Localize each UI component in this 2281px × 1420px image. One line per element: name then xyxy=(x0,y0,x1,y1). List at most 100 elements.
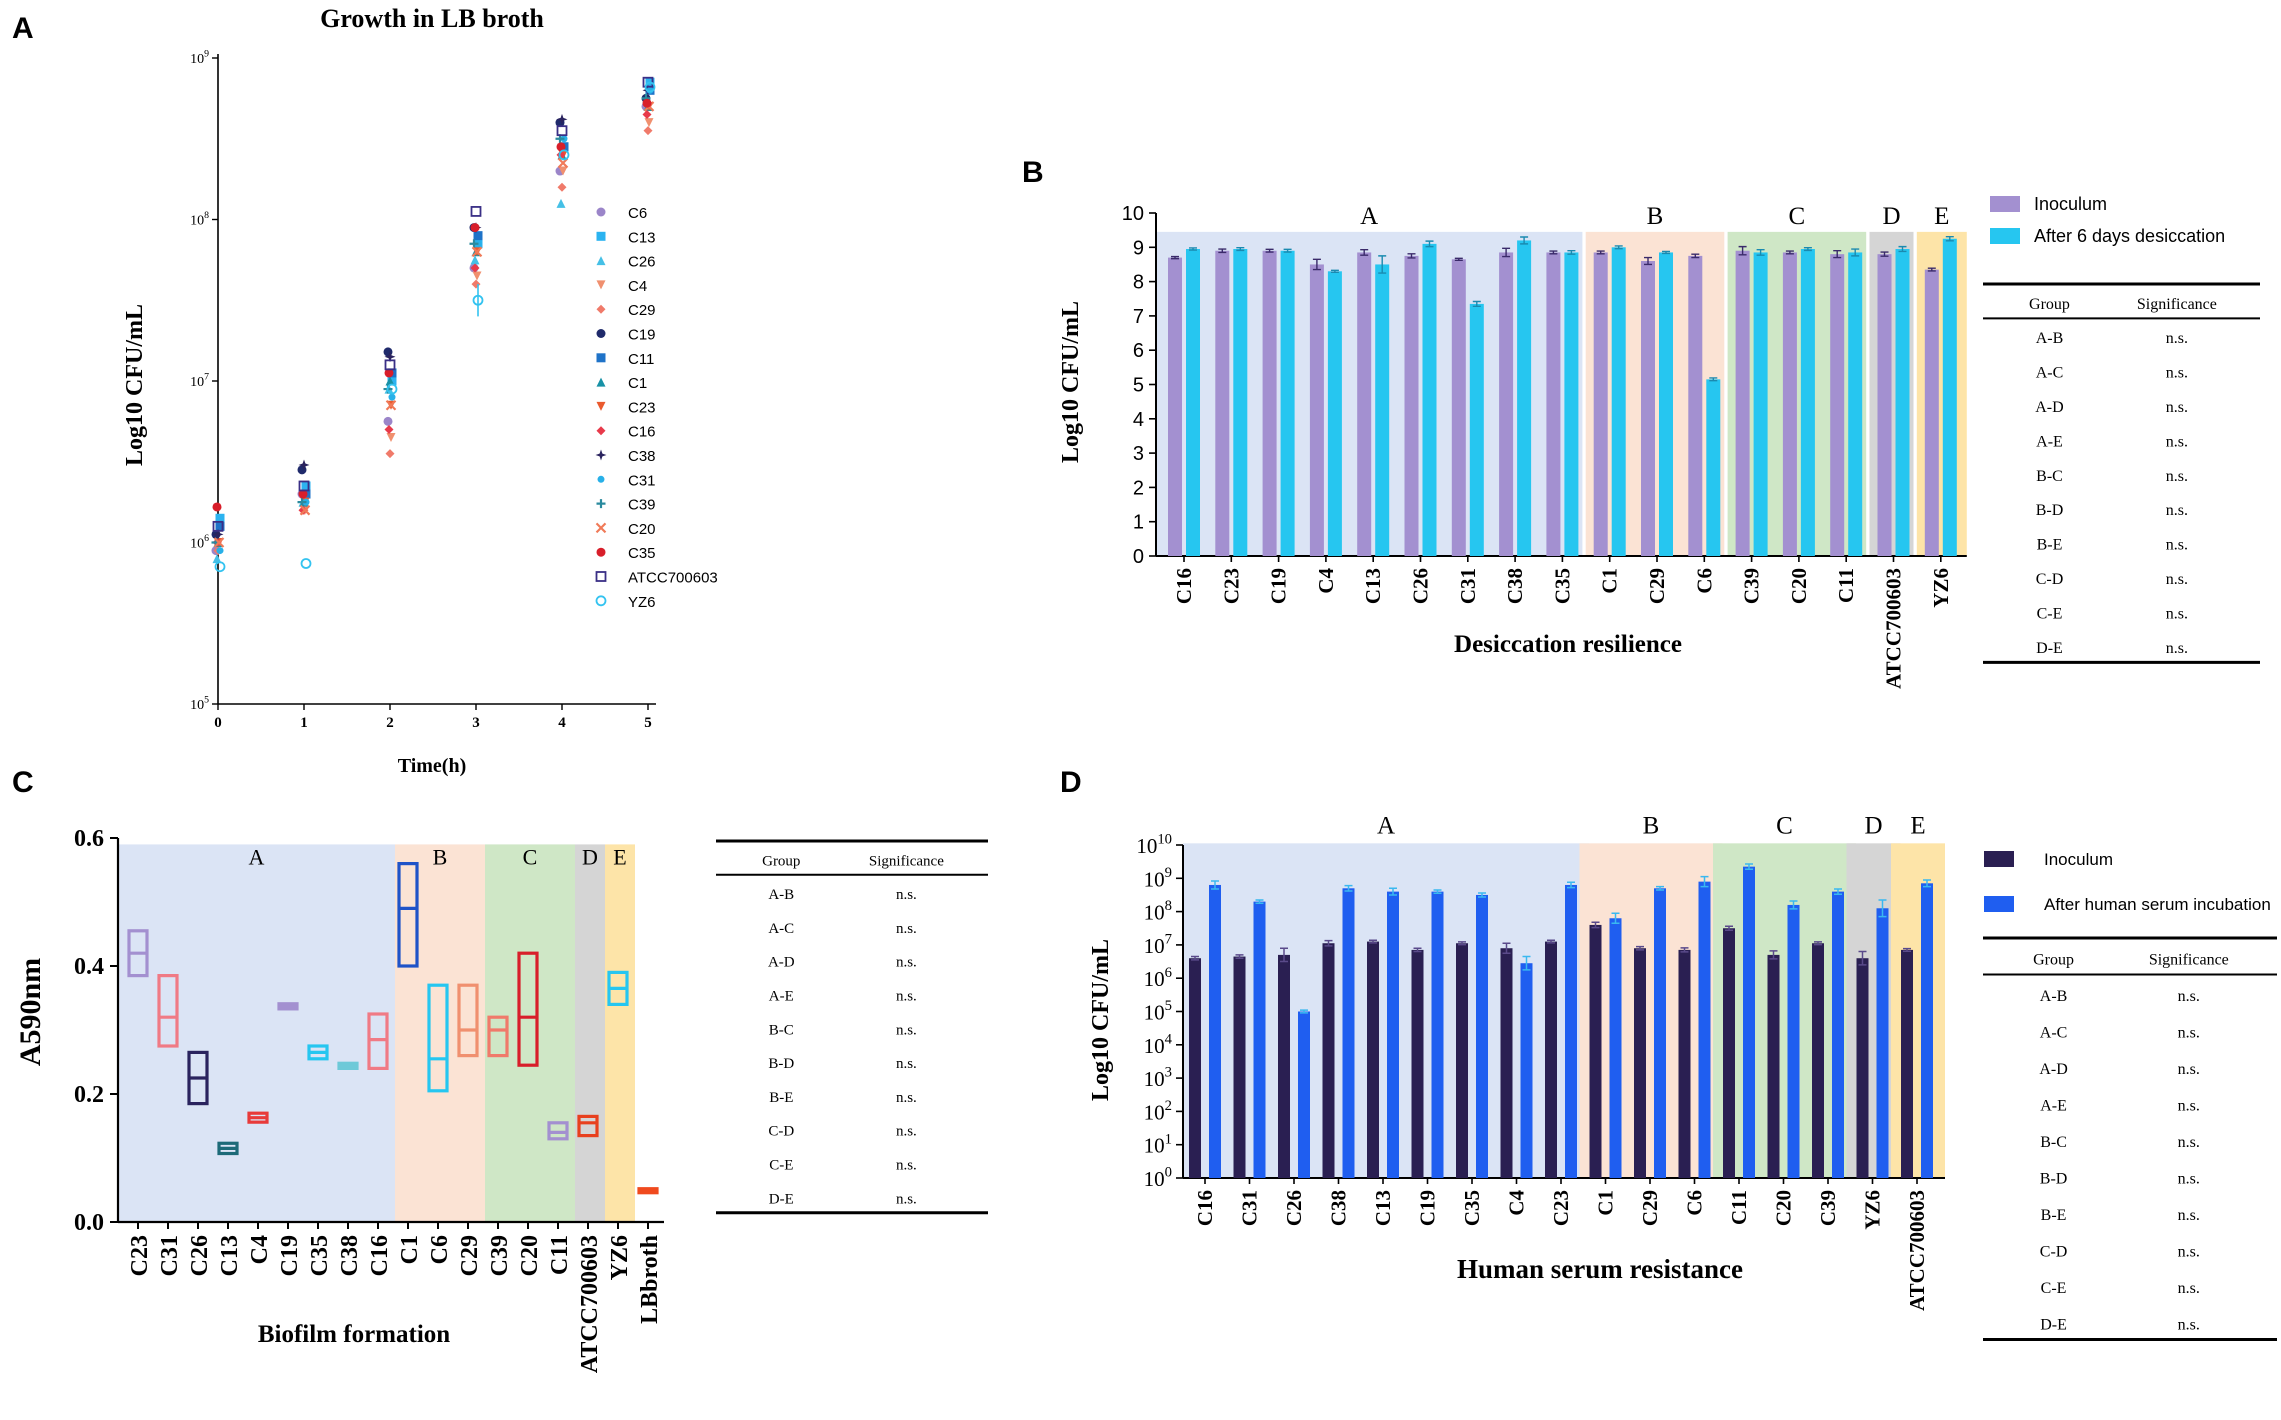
x-tick-label: C35 xyxy=(307,1235,333,1276)
error-bar xyxy=(1880,251,1889,257)
y-tick-label: 103 xyxy=(1144,1065,1172,1091)
table-cell-significance: n.s. xyxy=(2178,1134,2200,1151)
group-background xyxy=(118,844,395,1222)
data-point xyxy=(472,271,482,281)
x-tick-label: 3 xyxy=(472,715,480,731)
group-label: B xyxy=(1647,203,1664,230)
data-point xyxy=(558,166,568,176)
x-tick-label: ATCC700603 xyxy=(577,1235,603,1373)
bar xyxy=(1546,252,1561,556)
bar xyxy=(1924,269,1939,556)
bar xyxy=(1787,904,1800,1178)
legend-label: C38 xyxy=(628,448,656,465)
x-tick-label: C19 xyxy=(277,1235,303,1276)
legend-label: ATCC700603 xyxy=(628,570,718,587)
error-bar xyxy=(1413,947,1422,953)
x-tick-label: C26 xyxy=(187,1235,213,1276)
bar xyxy=(1753,252,1768,556)
legend-label: C35 xyxy=(628,545,656,562)
group-label: C xyxy=(523,844,538,869)
error-bar xyxy=(1745,863,1753,871)
error-bar xyxy=(1614,245,1623,250)
group-label: D xyxy=(582,844,598,869)
data-point xyxy=(384,351,396,363)
error-bar xyxy=(1738,245,1747,256)
bar xyxy=(1422,243,1437,556)
y-tick-label: 8 xyxy=(1133,272,1144,294)
box xyxy=(397,861,419,968)
table-cell-significance: n.s. xyxy=(896,1124,917,1140)
table-cell-group: C-E xyxy=(769,1158,793,1174)
data-point xyxy=(644,118,654,128)
data-point xyxy=(642,98,652,108)
error-bar xyxy=(1265,248,1274,253)
legend-label: Inoculum xyxy=(2034,194,2107,214)
table-cell-group: A-B xyxy=(2036,330,2064,347)
x-tick-label: LBbroth xyxy=(637,1235,663,1324)
legend-label: C19 xyxy=(628,327,656,344)
table-header-significance: Significance xyxy=(869,853,944,869)
data-point xyxy=(385,449,395,459)
error-bar xyxy=(1191,955,1199,961)
error-bar xyxy=(1596,250,1605,255)
chart-title: Growth in LB broth xyxy=(320,4,544,33)
table-cell-significance: n.s. xyxy=(2166,433,2188,450)
legend-label: C13 xyxy=(628,229,656,246)
x-tick-label: 2 xyxy=(386,715,394,731)
y-tick-label: 10 xyxy=(1122,203,1144,225)
group-label: E xyxy=(1934,203,1949,230)
table-cell-significance: n.s. xyxy=(2166,571,2188,588)
legend-marker xyxy=(596,377,606,387)
bar xyxy=(1589,924,1602,1178)
data-point xyxy=(385,399,397,411)
panel-c-biofilm-chart: Biofilm formation A590nm A B C D E 0.0 0.2 0.4 0… xyxy=(14,826,988,1373)
group-label: B xyxy=(1643,812,1660,839)
bar xyxy=(1832,891,1844,1178)
table-cell-group: A-D xyxy=(768,955,795,971)
bar xyxy=(1327,271,1342,556)
legend-marker xyxy=(596,426,606,436)
error-bar xyxy=(1567,250,1576,255)
group-label: A xyxy=(1377,812,1395,839)
error-bar xyxy=(1330,269,1339,274)
error-bar xyxy=(1567,881,1575,889)
x-tick-label: C4 xyxy=(1314,568,1338,594)
bar xyxy=(1856,958,1869,1178)
table-cell-group: A-B xyxy=(2040,988,2068,1005)
y-tick-label: 0 xyxy=(1133,546,1144,568)
x-tick-label: C6 xyxy=(427,1235,453,1264)
error-bar xyxy=(1923,879,1931,888)
table-cell-group: A-C xyxy=(768,921,794,937)
bar xyxy=(1877,254,1892,556)
y-tick-label: 4 xyxy=(1133,409,1144,431)
error-bar xyxy=(1360,249,1369,256)
table-cell-group: D-E xyxy=(2036,640,2063,657)
bar xyxy=(1611,247,1626,557)
x-tick-label: C16 xyxy=(1193,1190,1217,1226)
x-axis-label: Time(h) xyxy=(398,755,467,777)
data-point xyxy=(556,198,566,208)
x-tick-label: C20 xyxy=(1772,1190,1796,1226)
bar xyxy=(1209,884,1221,1178)
error-bar xyxy=(1425,240,1434,248)
table-cell-group: C-D xyxy=(768,1124,794,1140)
table-cell-significance: n.s. xyxy=(896,955,917,971)
table-header-group: Group xyxy=(2029,296,2070,313)
x-tick-label: C20 xyxy=(1787,568,1811,604)
x-tick-label: C13 xyxy=(1371,1190,1395,1226)
bar xyxy=(1698,881,1711,1178)
bar xyxy=(1848,252,1863,556)
legend-marker xyxy=(596,401,606,411)
group-background xyxy=(605,844,635,1222)
table-cell-group: D-E xyxy=(2040,1316,2067,1333)
data-point xyxy=(384,359,396,371)
legend-swatch xyxy=(1990,228,2020,244)
x-tick-label: C1 xyxy=(1598,568,1622,594)
bar xyxy=(1634,948,1646,1178)
bar xyxy=(1782,252,1797,556)
error-bar xyxy=(1171,255,1179,260)
bar xyxy=(1593,252,1608,556)
x-tick-label: C11 xyxy=(1834,568,1858,603)
y-tick-label: 109 xyxy=(190,49,209,67)
table-cell-group: C-E xyxy=(2041,1280,2067,1297)
